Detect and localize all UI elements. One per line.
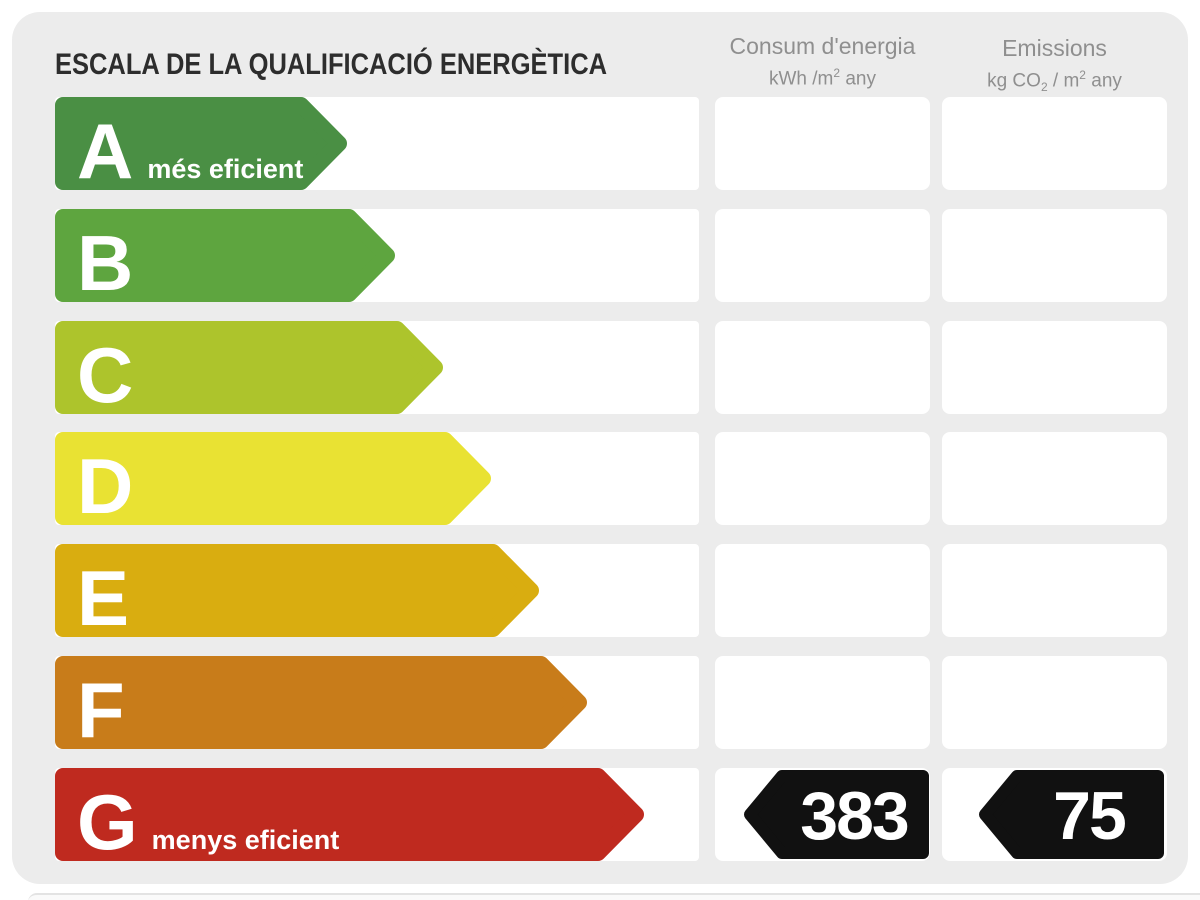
emissions-cell [942, 208, 1167, 302]
arrow-text: A més eficient [77, 112, 303, 190]
unit-segment: 2 [1079, 68, 1086, 83]
next-card-edge [28, 893, 1200, 900]
rating-row-c: C [12, 320, 1200, 414]
arrow-shape [55, 767, 644, 861]
emissions-cell [942, 320, 1167, 414]
grade-sublabel: menys eficient [151, 824, 340, 855]
rating-arrow-c [55, 320, 443, 414]
emissions-cell [942, 656, 1167, 749]
grade-letter: E [77, 554, 130, 643]
grade-letter: C [77, 330, 134, 419]
emissions-value-badge: 75 [979, 769, 1164, 859]
unit-segment: kg CO [987, 70, 1041, 92]
energy-scale-card: ESCALA DE LA QUALIFICACIÓ ENERGÈTICA Con… [12, 12, 1188, 884]
arrow-text: C [77, 336, 133, 414]
consum-cell [715, 97, 930, 190]
grade-letter: G [77, 777, 138, 866]
arrow-text: E [77, 559, 129, 637]
badge-arrow-left-icon [744, 769, 929, 859]
consum-cell [715, 544, 930, 638]
scale-band: D [55, 432, 699, 526]
rating-arrow-g [55, 767, 644, 861]
scale-band: E [55, 544, 699, 638]
emissions-header-unit: kg CO2 / m2 any [942, 69, 1167, 94]
emissions-header-title: Emissions [1002, 35, 1107, 61]
unit-segment: 2 [833, 66, 841, 81]
arrow-text: F [77, 671, 125, 749]
consum-cell: 383 [715, 767, 930, 861]
consum-cell [715, 320, 930, 414]
arrow-text: D [77, 447, 133, 525]
arrow-shape [55, 544, 539, 638]
arrow-shape [55, 208, 395, 302]
grade-letter: D [77, 442, 134, 531]
rating-row-d: D [12, 432, 1200, 526]
consum-header-unit: kWh /m2 any [715, 67, 930, 90]
unit-segment: / m [1047, 70, 1080, 92]
emissions-cell: 75 [942, 767, 1167, 861]
grade-letter: A [77, 107, 134, 195]
emissions-cell [942, 544, 1167, 638]
arrow-text: G menys eficient [77, 783, 339, 861]
page-title: ESCALA DE LA QUALIFICACIÓ ENERGÈTICA [55, 48, 608, 81]
rating-row-b: B [12, 208, 1200, 302]
emissions-cell [942, 432, 1167, 526]
consum-value: 383 [800, 778, 908, 854]
scale-band: B [55, 208, 699, 302]
grade-sublabel: més eficient [147, 154, 304, 184]
rating-row-g: G menys eficient 383 75 [12, 767, 1200, 861]
scale-band: C [55, 320, 699, 414]
unit-segment: kWh /m [769, 68, 834, 90]
rating-arrow-e [55, 544, 539, 638]
emissions-cell [942, 97, 1167, 190]
rating-arrow-f [55, 656, 587, 749]
grade-letter: F [77, 666, 125, 754]
rating-arrow-d [55, 432, 491, 526]
consum-cell [715, 432, 930, 526]
emissions-value: 75 [1053, 778, 1125, 854]
arrow-shape [55, 320, 443, 414]
scale-band: G menys eficient [55, 767, 699, 861]
unit-segment: any [1085, 70, 1122, 92]
consum-column-header: Consum d'energia kWh /m2 any [715, 33, 930, 91]
scale-band: F [55, 656, 699, 749]
consum-value-badge: 383 [744, 769, 929, 859]
rating-row-a: A més eficient [12, 97, 1200, 190]
unit-segment: any [840, 68, 876, 90]
unit-segment: 2 [1040, 80, 1048, 95]
rating-arrow-b [55, 208, 395, 302]
grade-letter: B [77, 218, 134, 307]
emissions-column-header: Emissions kg CO2 / m2 any [942, 35, 1167, 95]
arrow-shape [55, 656, 587, 749]
consum-header-title: Consum d'energia [729, 33, 916, 59]
consum-cell [715, 208, 930, 302]
arrow-shape [55, 432, 491, 526]
arrow-text: B [77, 224, 133, 302]
rating-row-f: F [12, 656, 1200, 749]
scale-band: A més eficient [55, 97, 699, 190]
rating-arrow-a [55, 97, 347, 190]
rating-row-e: E [12, 544, 1200, 638]
consum-cell [715, 656, 930, 749]
badge-arrow-left-icon [979, 769, 1164, 859]
arrow-shape [55, 97, 347, 190]
